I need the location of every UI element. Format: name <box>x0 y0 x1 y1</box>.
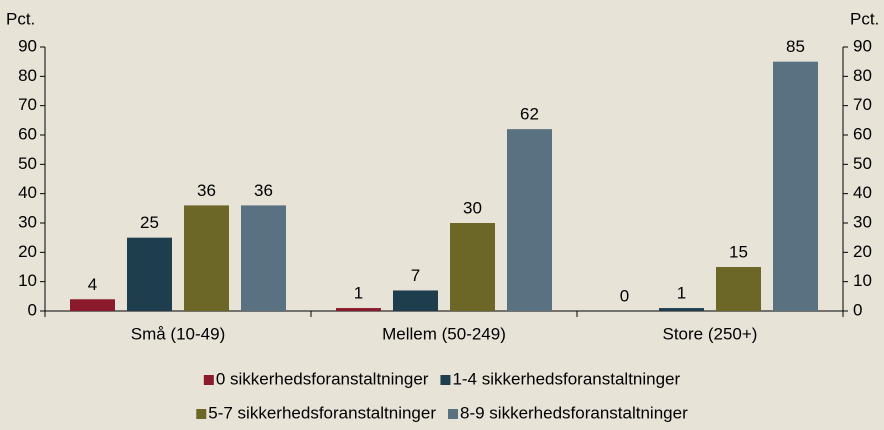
y-tick-label: 20 <box>18 242 37 261</box>
legend-swatch <box>196 409 207 419</box>
value-label: 1 <box>354 284 363 303</box>
value-label: 36 <box>197 181 216 200</box>
y-tick-label: 60 <box>18 124 37 143</box>
value-label: 62 <box>520 105 539 124</box>
legend-label: 0 sikkerhedsforanstaltninger <box>216 369 429 388</box>
y-tick-label: 80 <box>18 66 37 85</box>
legend-swatch <box>203 375 214 385</box>
bar <box>336 308 381 311</box>
legend-label: 1-4 sikkerhedsforanstaltninger <box>452 369 680 388</box>
bar <box>659 308 704 311</box>
x-tick-label: Små (10-49) <box>131 324 225 343</box>
x-tick-label: Store (250+) <box>663 324 758 343</box>
legend-label: 8-9 sikkerhedsforanstaltninger <box>460 403 688 422</box>
value-label: 25 <box>140 213 159 232</box>
value-label: 15 <box>729 242 748 261</box>
value-label: 7 <box>411 266 420 285</box>
bar <box>127 237 172 311</box>
bar <box>241 205 286 311</box>
bar <box>70 299 115 311</box>
legend-swatch <box>448 409 458 419</box>
bar <box>716 267 761 311</box>
y2-tick-label: 50 <box>853 154 872 173</box>
bar <box>507 129 552 311</box>
y2-tick-label: 90 <box>853 36 872 55</box>
y2-tick-label: 30 <box>853 212 872 231</box>
y2-axis-label: Pct. <box>850 9 879 28</box>
value-label: 30 <box>463 198 482 217</box>
y2-tick-label: 60 <box>853 124 872 143</box>
y-tick-label: 90 <box>18 36 37 55</box>
y2-tick-label: 0 <box>853 300 862 319</box>
y2-tick-label: 20 <box>853 242 872 261</box>
y-tick-label: 0 <box>28 300 37 319</box>
y2-tick-label: 70 <box>853 95 872 114</box>
value-label: 4 <box>88 275 97 294</box>
bar <box>184 205 229 311</box>
y2-tick-label: 80 <box>853 66 872 85</box>
legend-label: 5-7 sikkerhedsforanstaltninger <box>208 403 436 422</box>
y-tick-label: 30 <box>18 212 37 231</box>
y-tick-label: 70 <box>18 95 37 114</box>
y2-tick-label: 40 <box>853 183 872 202</box>
value-label: 0 <box>620 286 629 305</box>
value-label: 1 <box>677 284 686 303</box>
legend-swatch <box>440 375 451 385</box>
x-tick-label: Mellem (50-249) <box>382 324 506 343</box>
y-axis-label: Pct. <box>6 9 35 28</box>
bar <box>393 290 438 311</box>
value-label: 36 <box>254 181 273 200</box>
y-tick-label: 10 <box>18 271 37 290</box>
value-label: 85 <box>786 37 805 56</box>
y-tick-label: 40 <box>18 183 37 202</box>
y-tick-label: 50 <box>18 154 37 173</box>
bar <box>450 223 495 311</box>
y2-tick-label: 10 <box>853 271 872 290</box>
bar <box>773 61 818 311</box>
